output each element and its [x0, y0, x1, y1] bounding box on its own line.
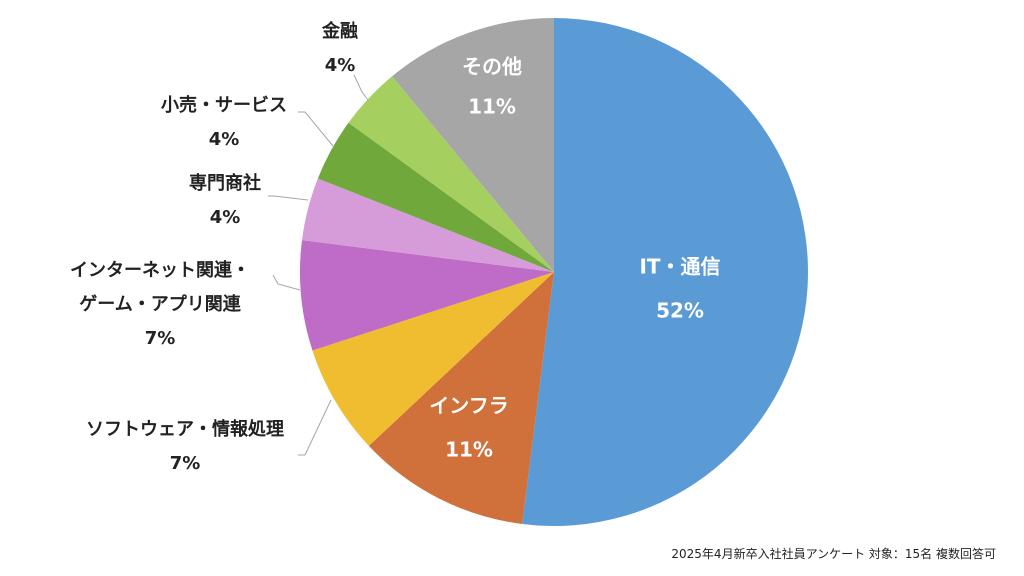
slice-percent-label: 11%	[468, 95, 516, 119]
pie-slice-4	[302, 178, 554, 272]
pie-slice-0	[522, 18, 808, 526]
slice-label-2: ソフトウェア・情報処理 7%	[86, 418, 284, 474]
slice-percent-label: 11%	[445, 438, 493, 462]
slice-percent-label: 4%	[210, 207, 241, 228]
pie-slices	[299, 17, 808, 526]
slice-percent-label: 52%	[656, 299, 704, 323]
slice-category-label: 専門商社	[189, 172, 261, 194]
slice-category-label: 金融	[321, 20, 358, 42]
slice-category-label: インフラ	[429, 394, 508, 418]
leader-line-4	[268, 195, 309, 201]
slice-percent-label: 4%	[325, 55, 356, 76]
slice-percent-label: 7%	[145, 328, 176, 349]
slice-category-label: IT・通信	[639, 255, 720, 279]
slice-labels: IT・通信52%インフラ11%ソフトウェア・情報処理7%インターネット関連・ゲー…	[70, 20, 721, 474]
pie-slice-6	[348, 76, 554, 272]
leader-line-2	[298, 399, 332, 456]
slice-label-7: その他 11%	[462, 55, 522, 119]
slice-category-label: その他	[462, 55, 522, 79]
leader-line-5	[298, 111, 334, 147]
pie-slice-2	[312, 272, 554, 446]
slice-percent-label: 4%	[209, 129, 240, 150]
slice-percent-label: 7%	[170, 453, 201, 474]
slice-label-6: 金融 4%	[321, 20, 358, 76]
pie-slice-1	[368, 272, 554, 524]
slice-label-3: インターネット関連・ゲーム・アプリ関連 7%	[70, 259, 250, 349]
footnote: 2025年4月新卒入社社員アンケート 対象：15名 複数回答可	[671, 547, 996, 561]
leader-line-3	[272, 274, 301, 291]
slice-label-1: インフラ 11%	[429, 394, 508, 462]
pie-slice-3	[299, 240, 554, 351]
slice-category-label: ソフトウェア・情報処理	[86, 418, 284, 440]
slice-label-4: 専門商社 4%	[189, 172, 261, 228]
slice-label-0: IT・通信 52%	[639, 255, 720, 323]
slice-category-label: 小売・サービス	[161, 94, 287, 116]
leader-line-6	[353, 74, 369, 101]
slice-label-5: 小売・サービス 4%	[161, 94, 287, 150]
slice-category-label: インターネット関連・	[70, 259, 250, 281]
pie-slice-7	[392, 17, 554, 272]
pie-slice-5	[317, 122, 554, 272]
slice-category-label: ゲーム・アプリ関連	[79, 293, 241, 315]
